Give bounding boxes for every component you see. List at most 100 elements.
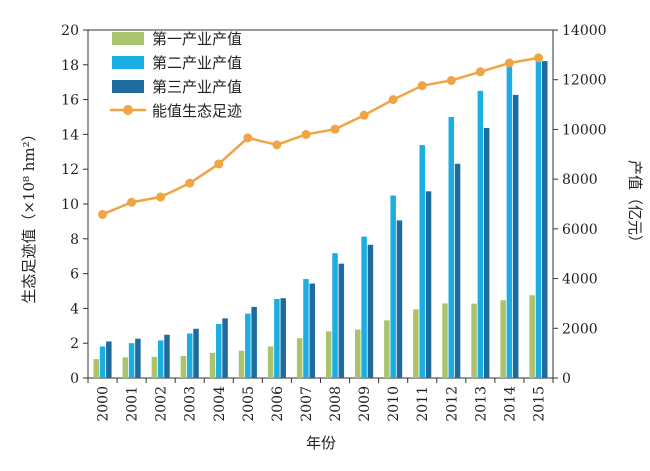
bar-primary-2012 [442, 303, 448, 378]
bar-primary-2004 [209, 352, 216, 378]
bar-primary-2014 [500, 300, 506, 378]
bar-secondary-2011 [419, 145, 425, 378]
bar-tertiary-2006 [280, 298, 286, 378]
bar-secondary-2007 [303, 279, 309, 378]
bar-secondary-2003 [186, 333, 193, 378]
bar-tertiary-2001 [135, 338, 141, 378]
bar-tertiary-2012 [454, 163, 461, 378]
x-tick-label: 2003 [183, 386, 199, 422]
bar-tertiary-2013 [483, 127, 490, 378]
bar-secondary-2014 [506, 65, 513, 378]
right-axis: 0 2000 4000 6000 8000 10000 12000 14000 [553, 23, 607, 387]
x-tick-label: 2015 [531, 386, 547, 422]
bar-secondary-2010 [390, 195, 396, 378]
bar-secondary-2002 [157, 340, 164, 378]
right-axis-title: 产值（亿元） [626, 160, 644, 250]
bar-primary-2009 [355, 329, 361, 378]
bar-primary-2013 [471, 303, 477, 378]
right-tick-label: 14000 [562, 23, 607, 39]
footprint-point-2004 [214, 159, 224, 169]
bar-secondary-2004 [216, 324, 222, 378]
x-axis: 2000 2001 2002 2003 2004 2005 2006 2007 2008 2009… [87, 378, 554, 422]
x-tick-label: 2006 [270, 386, 286, 422]
bar-primary-2000 [93, 359, 99, 378]
bar-secondary-2006 [274, 298, 280, 378]
bar-tertiary-2005 [251, 306, 257, 378]
left-tick-label: 10 [61, 197, 79, 213]
x-tick-label: 2002 [154, 386, 170, 422]
bar-primary-2008 [325, 331, 332, 378]
footprint-point-2013 [475, 67, 485, 77]
footprint-point-2003 [185, 178, 195, 188]
legend: 第一产业产值 第二产业产值 第三产业产值 能值生态足迹 [110, 30, 242, 120]
left-tick-label: 2 [70, 336, 79, 352]
footprint-point-2009 [359, 110, 369, 120]
left-axis-title: 生态足迹值（×10⁸ hm²） [20, 126, 38, 303]
x-tick-label: 2001 [125, 386, 141, 422]
left-tick-label: 8 [70, 232, 79, 248]
x-tick-label: 2013 [473, 386, 489, 422]
footprint-point-2005 [243, 133, 253, 143]
x-tick-label: 2007 [299, 386, 315, 422]
footprint-point-2001 [127, 197, 137, 207]
bar-tertiary-2009 [367, 244, 374, 378]
left-tick-label: 6 [70, 267, 79, 283]
bars [93, 59, 548, 379]
bar-tertiary-2003 [193, 328, 199, 378]
x-tick-label: 2004 [212, 386, 228, 422]
legend-label-tertiary: 第三产业产值 [152, 78, 242, 96]
bar-tertiary-2015 [542, 61, 548, 378]
footprint-point-2007 [301, 129, 311, 139]
footprint-point-2000 [98, 209, 108, 219]
x-tick-label: 2012 [444, 386, 460, 422]
x-tick-label: 2008 [328, 386, 344, 422]
bar-tertiary-2000 [106, 341, 112, 378]
bar-secondary-2009 [361, 236, 367, 378]
right-tick-label: 6000 [562, 222, 598, 238]
left-axis: 0 2 4 6 8 10 12 14 16 18 20 [61, 23, 88, 387]
bar-tertiary-2011 [425, 191, 432, 378]
left-tick-label: 14 [61, 127, 79, 143]
footprint-point-2014 [504, 58, 514, 68]
left-tick-label: 0 [70, 371, 79, 387]
right-tick-label: 12000 [562, 73, 607, 89]
right-tick-label: 4000 [562, 272, 598, 288]
x-tick-label: 2011 [415, 386, 431, 422]
footprint-line-layer [98, 53, 543, 219]
x-axis-title: 年份 [306, 434, 336, 452]
legend-label-secondary: 第二产业产值 [152, 54, 242, 72]
x-tick-label: 2000 [96, 386, 112, 422]
legend-label-primary: 第一产业产值 [152, 30, 242, 48]
left-tick-label: 16 [61, 93, 79, 109]
bar-primary-2006 [267, 346, 274, 378]
legend-swatch-primary [112, 32, 144, 45]
legend-swatch-secondary [112, 56, 144, 69]
bar-primary-2011 [413, 309, 419, 378]
bar-secondary-2015 [535, 59, 542, 378]
bar-tertiary-2007 [309, 283, 316, 378]
footprint-point-2002 [156, 192, 166, 202]
right-tick-label: 0 [562, 371, 571, 387]
left-tick-label: 20 [61, 23, 79, 39]
legend-marker-footprint [123, 105, 133, 115]
bar-primary-2005 [238, 350, 245, 378]
left-tick-label: 18 [61, 58, 79, 74]
bar-secondary-2008 [332, 253, 338, 378]
left-tick-label: 4 [70, 301, 79, 317]
footprint-point-2015 [533, 53, 543, 63]
bar-primary-2003 [180, 356, 187, 378]
bar-secondary-2013 [477, 90, 484, 379]
bar-primary-2015 [529, 295, 535, 378]
x-tick-label: 2009 [357, 386, 373, 422]
right-tick-label: 2000 [562, 321, 598, 337]
x-tick-label: 2014 [502, 386, 518, 422]
right-tick-label: 8000 [562, 172, 598, 188]
bar-tertiary-2004 [222, 318, 228, 378]
footprint-point-2008 [330, 124, 340, 134]
bar-primary-2001 [122, 357, 129, 378]
legend-swatch-tertiary [112, 80, 144, 93]
bar-tertiary-2014 [512, 94, 519, 378]
footprint-point-2012 [446, 75, 456, 85]
bar-tertiary-2010 [396, 220, 403, 378]
